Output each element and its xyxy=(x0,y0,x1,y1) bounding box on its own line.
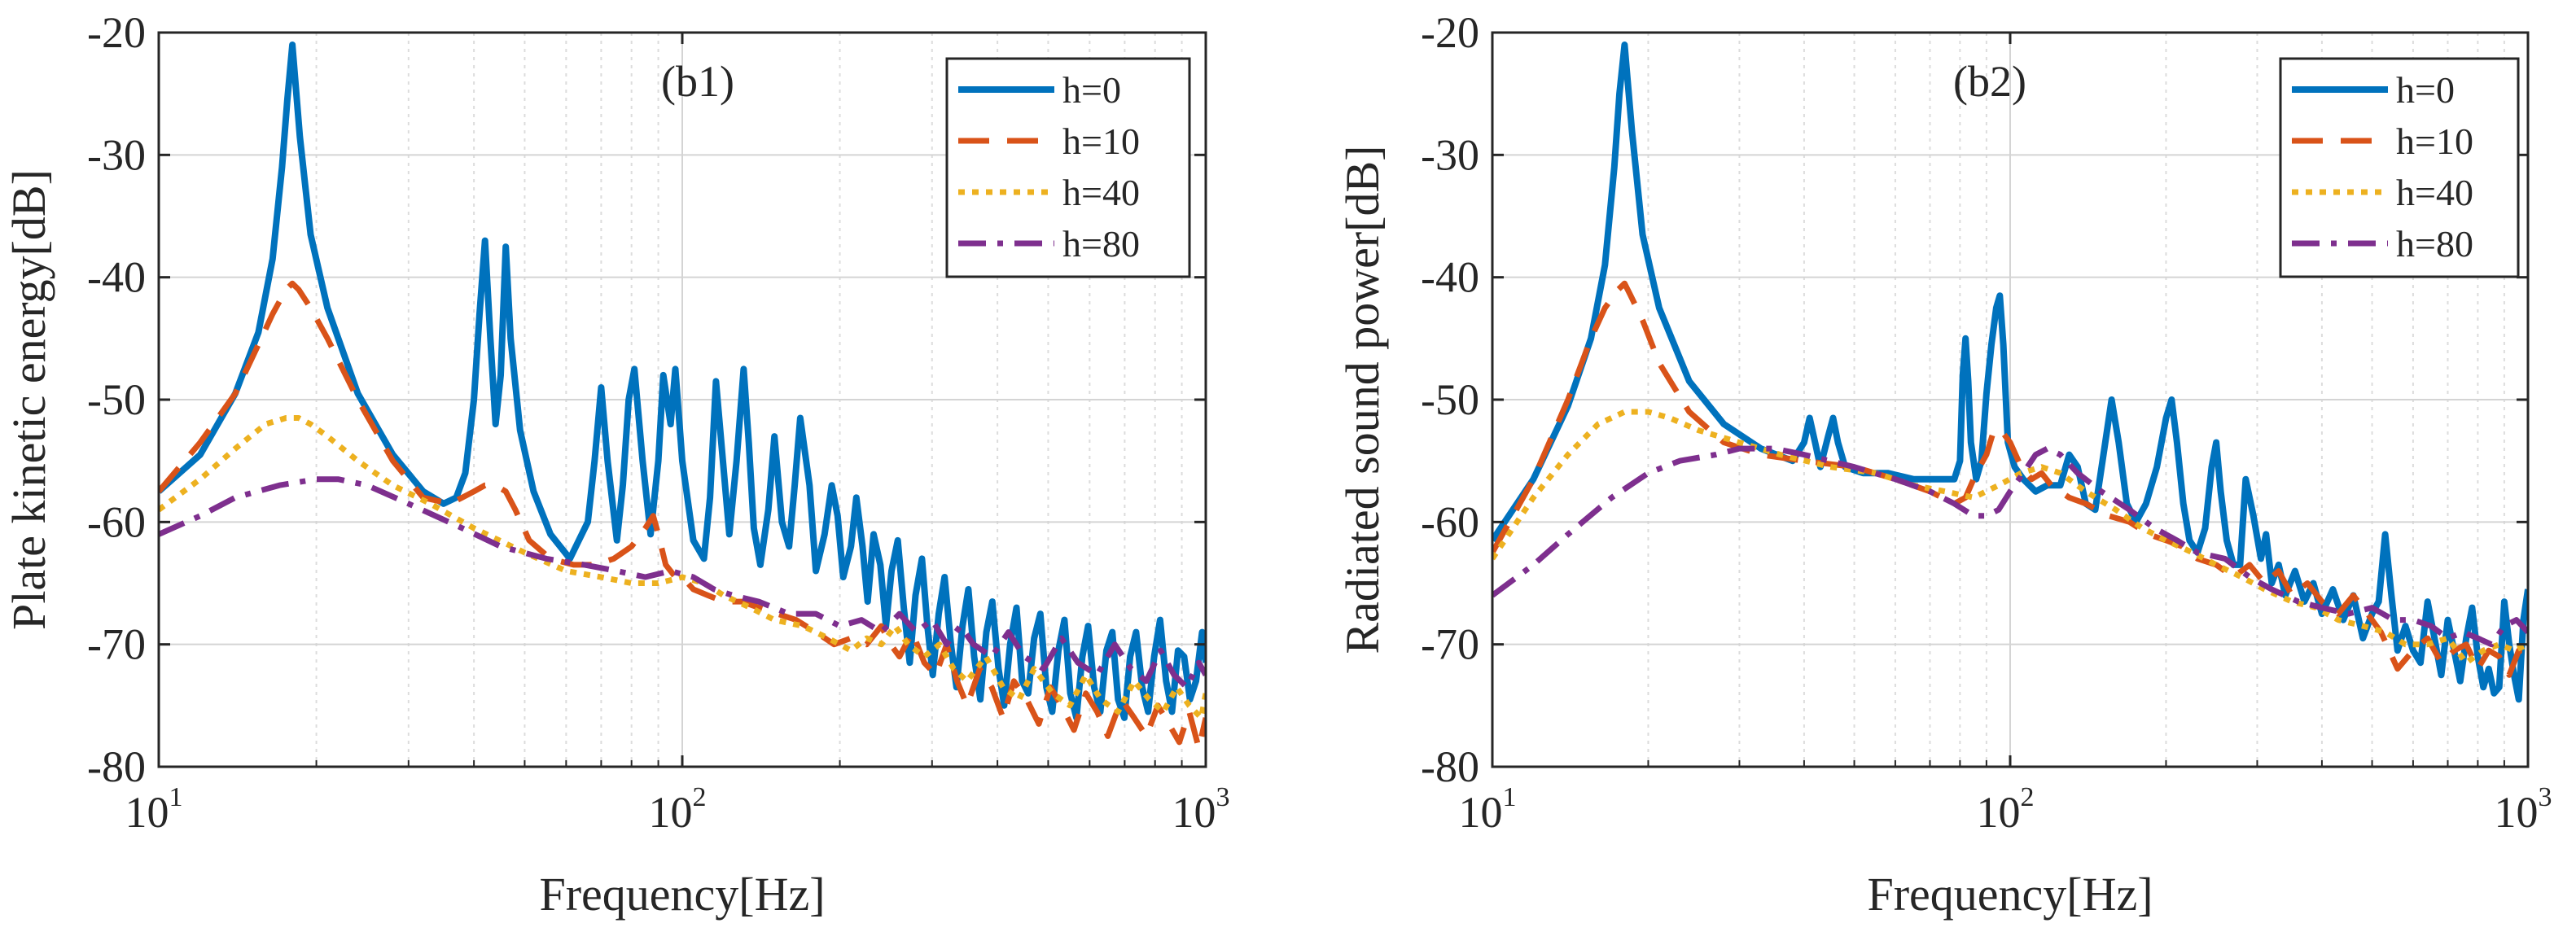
legend-box xyxy=(2279,57,2520,278)
y-tick-label: -70 xyxy=(1421,620,1479,669)
y-axis-label: Radiated sound power[dB] xyxy=(1336,146,1389,654)
y-tick-label: -20 xyxy=(87,8,146,57)
legend-label: h=80 xyxy=(1062,223,1140,265)
x-tick-label: 101 xyxy=(1459,782,1517,837)
legend-box xyxy=(945,57,1191,278)
series-line-h=80 xyxy=(1492,445,2528,648)
x-tick-label: 102 xyxy=(649,782,707,837)
y-tick-label: -30 xyxy=(87,130,146,179)
legend-label: h=0 xyxy=(1062,69,1121,111)
x-tick-label: 101 xyxy=(125,782,183,837)
y-tick-label: -20 xyxy=(1421,8,1479,57)
x-tick-base: 10 xyxy=(2495,788,2539,837)
y-tick-label: -50 xyxy=(1421,375,1479,424)
panel-title: (b1) xyxy=(661,57,734,106)
y-tick-label: -80 xyxy=(87,742,146,791)
series-line-h=40 xyxy=(1492,409,2528,666)
x-tick-exponent: 2 xyxy=(693,782,707,812)
legend-label: h=40 xyxy=(2396,172,2473,213)
y-tick-label: -60 xyxy=(1421,497,1479,546)
x-tick-base: 10 xyxy=(649,788,693,837)
x-tick-label: 102 xyxy=(1977,782,2035,837)
x-tick-label: 103 xyxy=(2495,782,2552,837)
y-tick-label: -40 xyxy=(87,253,146,302)
x-tick-base: 10 xyxy=(1977,788,2021,837)
y-tick-label: -70 xyxy=(87,620,146,669)
x-tick-exponent: 3 xyxy=(1216,782,1230,812)
x-axis-label: Frequency[Hz] xyxy=(1867,868,2153,921)
y-tick-label: -50 xyxy=(87,375,146,424)
legend-label: h=40 xyxy=(1062,172,1140,213)
legend: h=0 h=10 h=40 h=80 xyxy=(2279,57,2520,278)
x-tick-exponent: 1 xyxy=(169,782,183,812)
y-tick-label: -40 xyxy=(1421,253,1479,302)
legend-label: h=80 xyxy=(2396,223,2473,265)
y-tick-label: -60 xyxy=(87,497,146,546)
x-tick-exponent: 3 xyxy=(2539,782,2552,812)
legend: h=0 h=10 h=40 h=80 xyxy=(945,57,1191,278)
x-tick-base: 10 xyxy=(1172,788,1216,837)
x-tick-exponent: 2 xyxy=(2021,782,2035,812)
series-line-h=0 xyxy=(1492,42,2528,703)
y-tick-label: -30 xyxy=(1421,130,1479,179)
x-axis-label: Frequency[Hz] xyxy=(539,868,825,921)
legend-label: h=10 xyxy=(1062,120,1140,162)
legend-label: h=0 xyxy=(2396,69,2455,111)
y-axis-label: Plate kinetic energy[dB] xyxy=(2,169,55,630)
x-tick-base: 10 xyxy=(125,788,169,837)
panel-title: (b2) xyxy=(1953,57,2026,106)
series-line-h=80 xyxy=(159,476,1206,690)
legend-label: h=10 xyxy=(2396,120,2473,162)
x-tick-exponent: 1 xyxy=(1503,782,1517,812)
y-tick-label: -80 xyxy=(1421,742,1479,791)
x-tick-label: 103 xyxy=(1172,782,1230,837)
x-tick-base: 10 xyxy=(1459,788,1503,837)
